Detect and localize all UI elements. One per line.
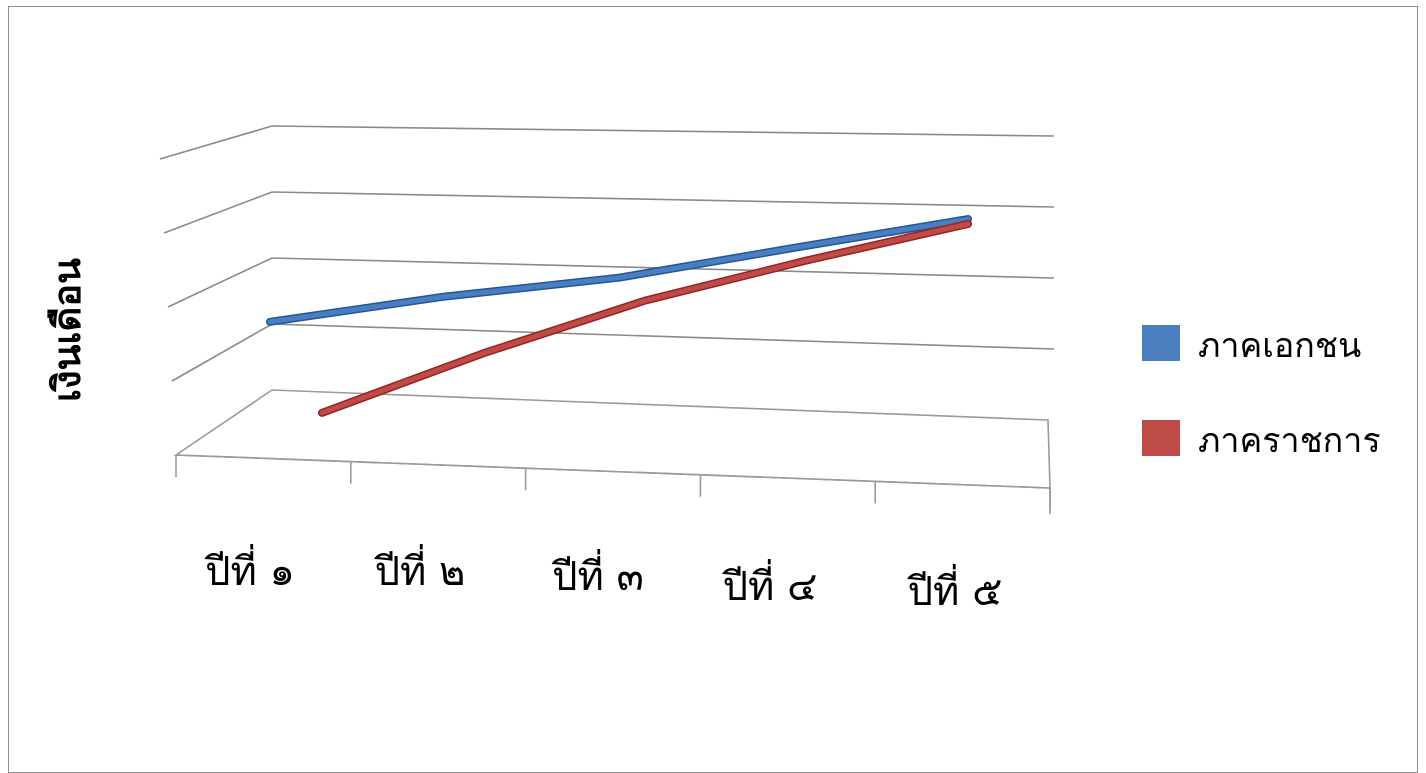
legend-label: ภาคเอกชน [1198,326,1361,366]
x-tick-label: ปีที่ ๑ [205,544,295,595]
x-axis [175,454,1051,514]
x-axis-line [175,454,1051,489]
gridlines [159,125,1055,382]
series-line-shadow [318,220,972,417]
chart-walls [173,389,1051,489]
legend-swatch [1142,325,1180,361]
chart-floor [173,389,1051,489]
legend-swatch [1142,420,1180,456]
series-line [319,221,971,416]
series-layer [266,215,972,417]
gridline [167,257,1055,308]
y-axis-label: เงินเดือน [45,258,89,402]
x-tick-labels: ปีที่ ๑ ปีที่ ๒ ปีที่ ๓ ปีที่ ๔ ปีที่ ๕ [205,544,1003,615]
x-tick-label: ปีที่ ๕ [907,564,1002,615]
gridline [159,125,1055,160]
x-tick-label: ปีที่ ๓ [552,549,644,600]
legend-label: ภาคราชการ [1198,421,1381,461]
gridline [171,323,1055,382]
x-tick-label: ปีที่ ๒ [374,544,465,595]
x-tick-label: ปีที่ ๔ [722,559,817,610]
gridline [163,191,1055,234]
